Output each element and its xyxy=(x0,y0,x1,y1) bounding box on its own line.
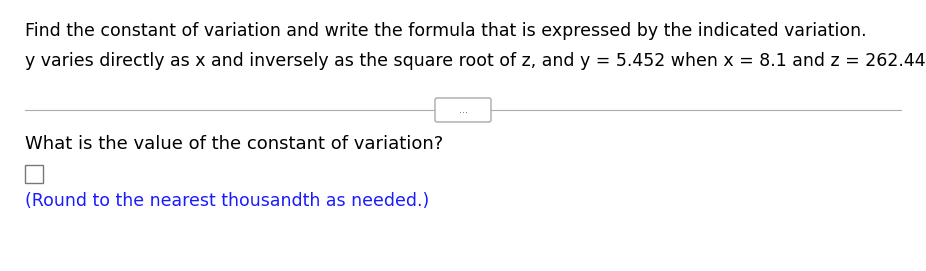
FancyBboxPatch shape xyxy=(435,98,491,122)
Text: What is the value of the constant of variation?: What is the value of the constant of var… xyxy=(25,135,444,153)
Text: ...: ... xyxy=(458,105,468,115)
Text: y varies directly as x and inversely as the square root of z, and y = 5.452 when: y varies directly as x and inversely as … xyxy=(25,52,926,70)
FancyBboxPatch shape xyxy=(25,165,43,183)
Text: (Round to the nearest thousandth as needed.): (Round to the nearest thousandth as need… xyxy=(25,192,430,210)
Text: Find the constant of variation and write the formula that is expressed by the in: Find the constant of variation and write… xyxy=(25,22,867,40)
